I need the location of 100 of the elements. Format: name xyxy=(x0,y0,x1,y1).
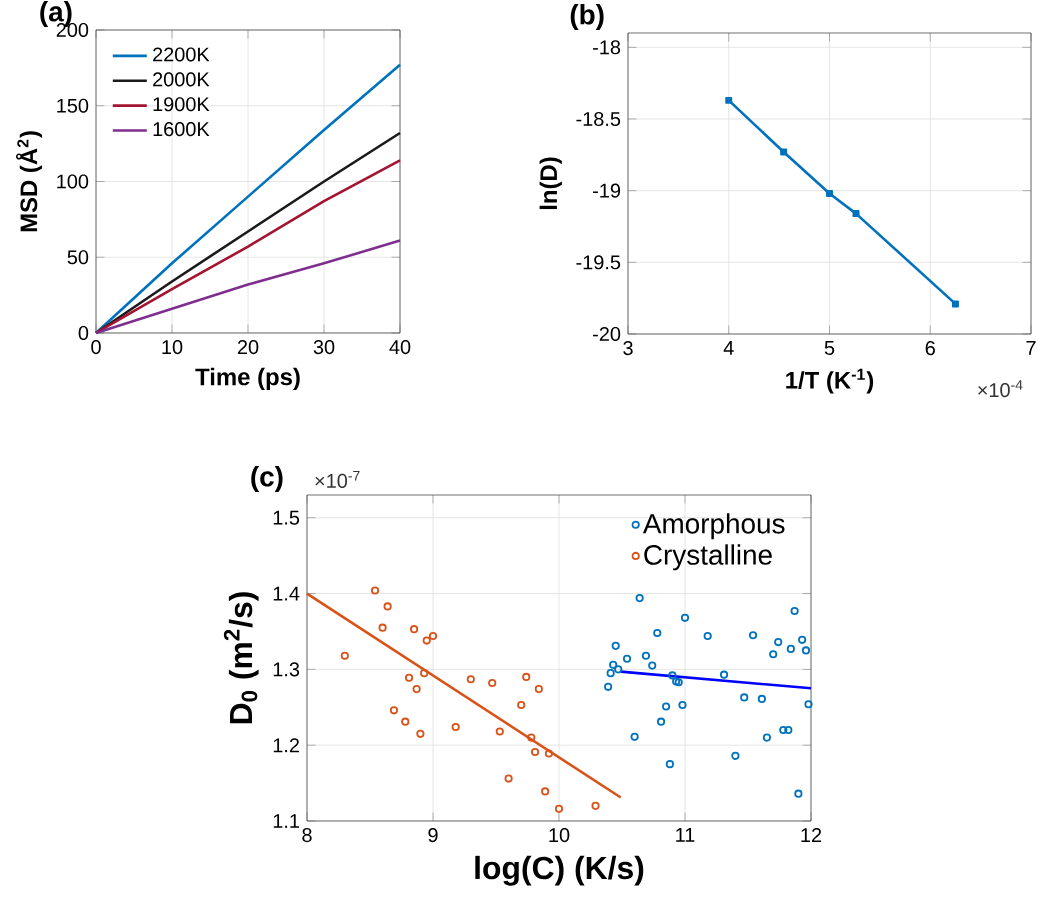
legend-label: Amorphous xyxy=(642,513,785,540)
x-tick-label: 10 xyxy=(162,340,183,355)
point xyxy=(804,700,813,709)
y-tick-label: 50 xyxy=(67,250,89,265)
point xyxy=(648,661,657,670)
point xyxy=(378,623,387,632)
legend-label: Crystalline xyxy=(644,544,772,571)
y-tick-label: 1.3 xyxy=(273,662,300,677)
point xyxy=(541,787,550,796)
y-tick-label: -19 xyxy=(593,183,621,198)
y-tick-label: -19.5 xyxy=(576,255,621,270)
x-tick-label: 7 xyxy=(1026,341,1036,355)
chart-title: (b) xyxy=(570,4,604,31)
point xyxy=(780,148,788,156)
point xyxy=(801,646,811,655)
point xyxy=(534,685,543,694)
y-tick-label: 0 xyxy=(78,325,89,341)
point xyxy=(769,650,778,659)
point xyxy=(504,774,513,783)
text: ×10$^{-7}$ xyxy=(315,470,360,488)
point xyxy=(410,625,419,634)
point xyxy=(951,300,959,308)
point xyxy=(606,669,615,678)
point xyxy=(668,671,677,680)
point xyxy=(522,672,531,682)
x-tick-label: 0 xyxy=(91,340,101,355)
text: ×10$^{-4}$ xyxy=(978,380,1023,398)
y-axis-title: D$_{0}$ (m$^{2}$/s) xyxy=(223,592,259,724)
point xyxy=(731,751,740,760)
point xyxy=(451,722,460,732)
x-tick-label: 9 xyxy=(428,828,438,843)
point xyxy=(422,636,431,645)
point xyxy=(703,631,712,641)
point xyxy=(790,606,799,616)
point xyxy=(412,685,421,694)
point xyxy=(786,644,795,653)
point xyxy=(488,678,497,688)
x-tick-label: 5 xyxy=(824,341,835,355)
point xyxy=(416,729,425,738)
point xyxy=(630,732,639,741)
point xyxy=(662,702,671,711)
point xyxy=(554,804,564,813)
y-tick-label: 150 xyxy=(57,98,89,113)
point xyxy=(614,665,623,674)
y-tick-label: 100 xyxy=(57,174,89,189)
x-tick-label: 30 xyxy=(313,340,335,355)
point xyxy=(611,641,620,650)
point xyxy=(678,700,687,710)
point xyxy=(762,733,771,742)
y-axis-title: MSD (Å$^{2}$) xyxy=(15,131,43,232)
point xyxy=(784,725,793,735)
point xyxy=(530,747,540,757)
point xyxy=(370,586,380,595)
point xyxy=(604,682,613,691)
x-tick-label: 20 xyxy=(237,340,259,355)
point xyxy=(495,727,504,736)
legend-label: 2200K xyxy=(153,47,210,62)
y-tick-label: 1.5 xyxy=(273,510,300,525)
point xyxy=(609,660,618,669)
point xyxy=(401,717,410,726)
y-tick-label: -20 xyxy=(593,326,621,342)
y-tick-label: -18 xyxy=(593,40,621,55)
point xyxy=(641,651,651,660)
point xyxy=(420,669,429,678)
legend-label: 2000K xyxy=(153,72,210,87)
point xyxy=(665,760,674,769)
point xyxy=(779,725,788,735)
point xyxy=(544,749,554,758)
point xyxy=(389,706,399,715)
point xyxy=(725,96,733,104)
point xyxy=(383,602,392,611)
point xyxy=(635,594,644,603)
y-axis-title: ln(D) xyxy=(539,157,562,210)
legend-label: 1600K xyxy=(153,122,210,137)
point xyxy=(517,700,526,710)
y-tick-label: -18.5 xyxy=(576,111,621,127)
x-tick-label: 40 xyxy=(389,340,411,355)
point xyxy=(798,635,807,644)
point xyxy=(719,670,729,679)
x-tick-label: 3 xyxy=(623,341,633,356)
point xyxy=(740,693,749,702)
x-tick-label: 8 xyxy=(302,828,312,843)
x-tick-label: 6 xyxy=(925,341,935,356)
point xyxy=(428,631,438,641)
point xyxy=(653,628,662,638)
x-tick-label: 11 xyxy=(676,828,695,842)
point xyxy=(527,733,536,742)
x-tick-label: 10 xyxy=(549,828,570,843)
point xyxy=(852,210,860,218)
point xyxy=(774,637,783,647)
point xyxy=(680,613,690,622)
x-axis-title: 1/T (K$^{-1}$) xyxy=(786,368,874,394)
point xyxy=(404,673,414,682)
point xyxy=(591,801,600,810)
point xyxy=(466,675,475,684)
point xyxy=(622,654,632,663)
y-tick-label: 1.2 xyxy=(273,738,299,753)
x-tick-label: 12 xyxy=(801,828,822,842)
point xyxy=(748,631,758,640)
point xyxy=(794,789,803,798)
